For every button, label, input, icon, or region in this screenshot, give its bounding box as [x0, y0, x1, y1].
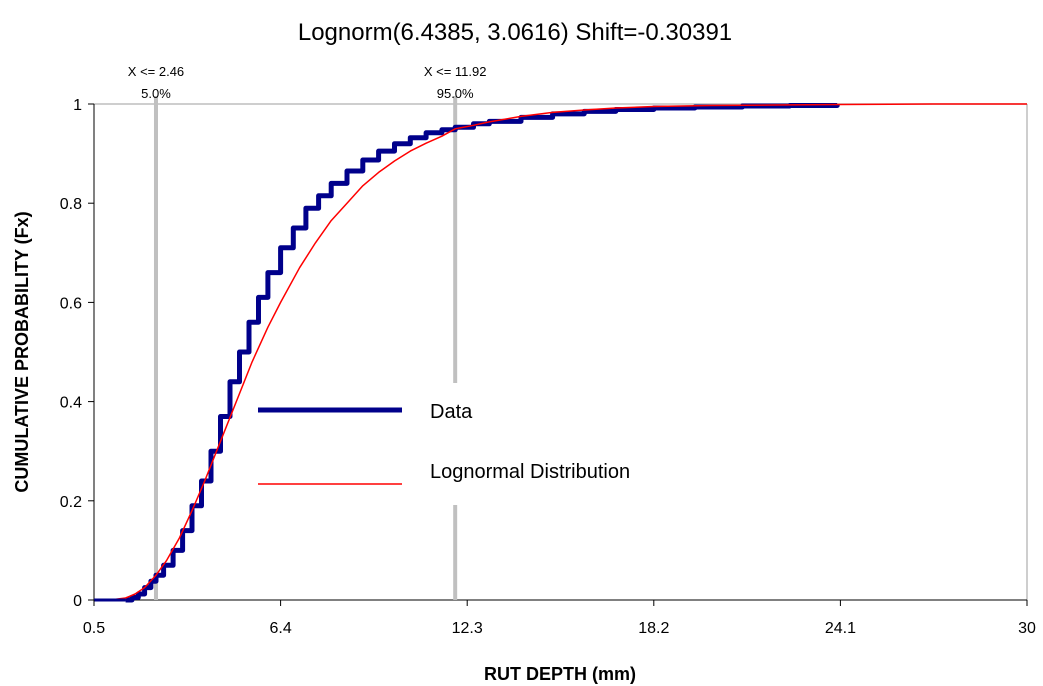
y-tick-label: 0.4 — [60, 395, 82, 412]
legend-label-data: Data — [430, 401, 473, 423]
legend: Data Lognormal Distribution — [258, 401, 630, 485]
y-tick-label: 0.6 — [60, 295, 82, 312]
x-axis-label: RUT DEPTH (mm) — [484, 664, 636, 684]
percentile-value-label: X <= 11.92 — [424, 64, 487, 79]
x-tick-label: 24.1 — [825, 620, 856, 637]
y-tick-label: 1 — [73, 97, 82, 114]
x-axis-ticks: 0.5 6.4 12.3 18.2 24.1 30 — [83, 600, 1036, 637]
y-tick-label: 0 — [73, 593, 82, 610]
percentile-probability-label: 95.0% — [437, 86, 474, 101]
x-tick-label: 18.2 — [638, 620, 669, 637]
y-axis-label: CUMULATIVE PROBABILITY (Fx) — [12, 211, 32, 492]
series-layer — [94, 103, 1027, 603]
x-tick-label: 0.5 — [83, 620, 105, 637]
chart-title: Lognorm(6.4385, 3.0616) Shift=-0.30391 — [298, 19, 732, 46]
y-tick-label: 0.8 — [60, 196, 82, 213]
y-axis-ticks: 0 0.2 0.4 0.6 0.8 1 — [60, 97, 94, 610]
plot-frame — [93, 103, 1028, 601]
x-tick-label: 30 — [1018, 620, 1036, 637]
percentile-value-label: X <= 2.46 — [128, 64, 184, 79]
percentile-markers: X <= 2.46 5.0% X <= 11.92 95.0% — [128, 64, 487, 600]
x-tick-label: 12.3 — [452, 620, 483, 637]
lognormal-series-line — [94, 103, 1027, 601]
x-tick-label: 6.4 — [269, 620, 291, 637]
legend-label-lognormal: Lognormal Distribution — [430, 461, 630, 483]
data-series-line — [125, 103, 840, 603]
percentile-probability-label: 5.0% — [141, 86, 171, 101]
y-tick-label: 0.2 — [60, 494, 82, 511]
plot-area — [94, 104, 1027, 600]
